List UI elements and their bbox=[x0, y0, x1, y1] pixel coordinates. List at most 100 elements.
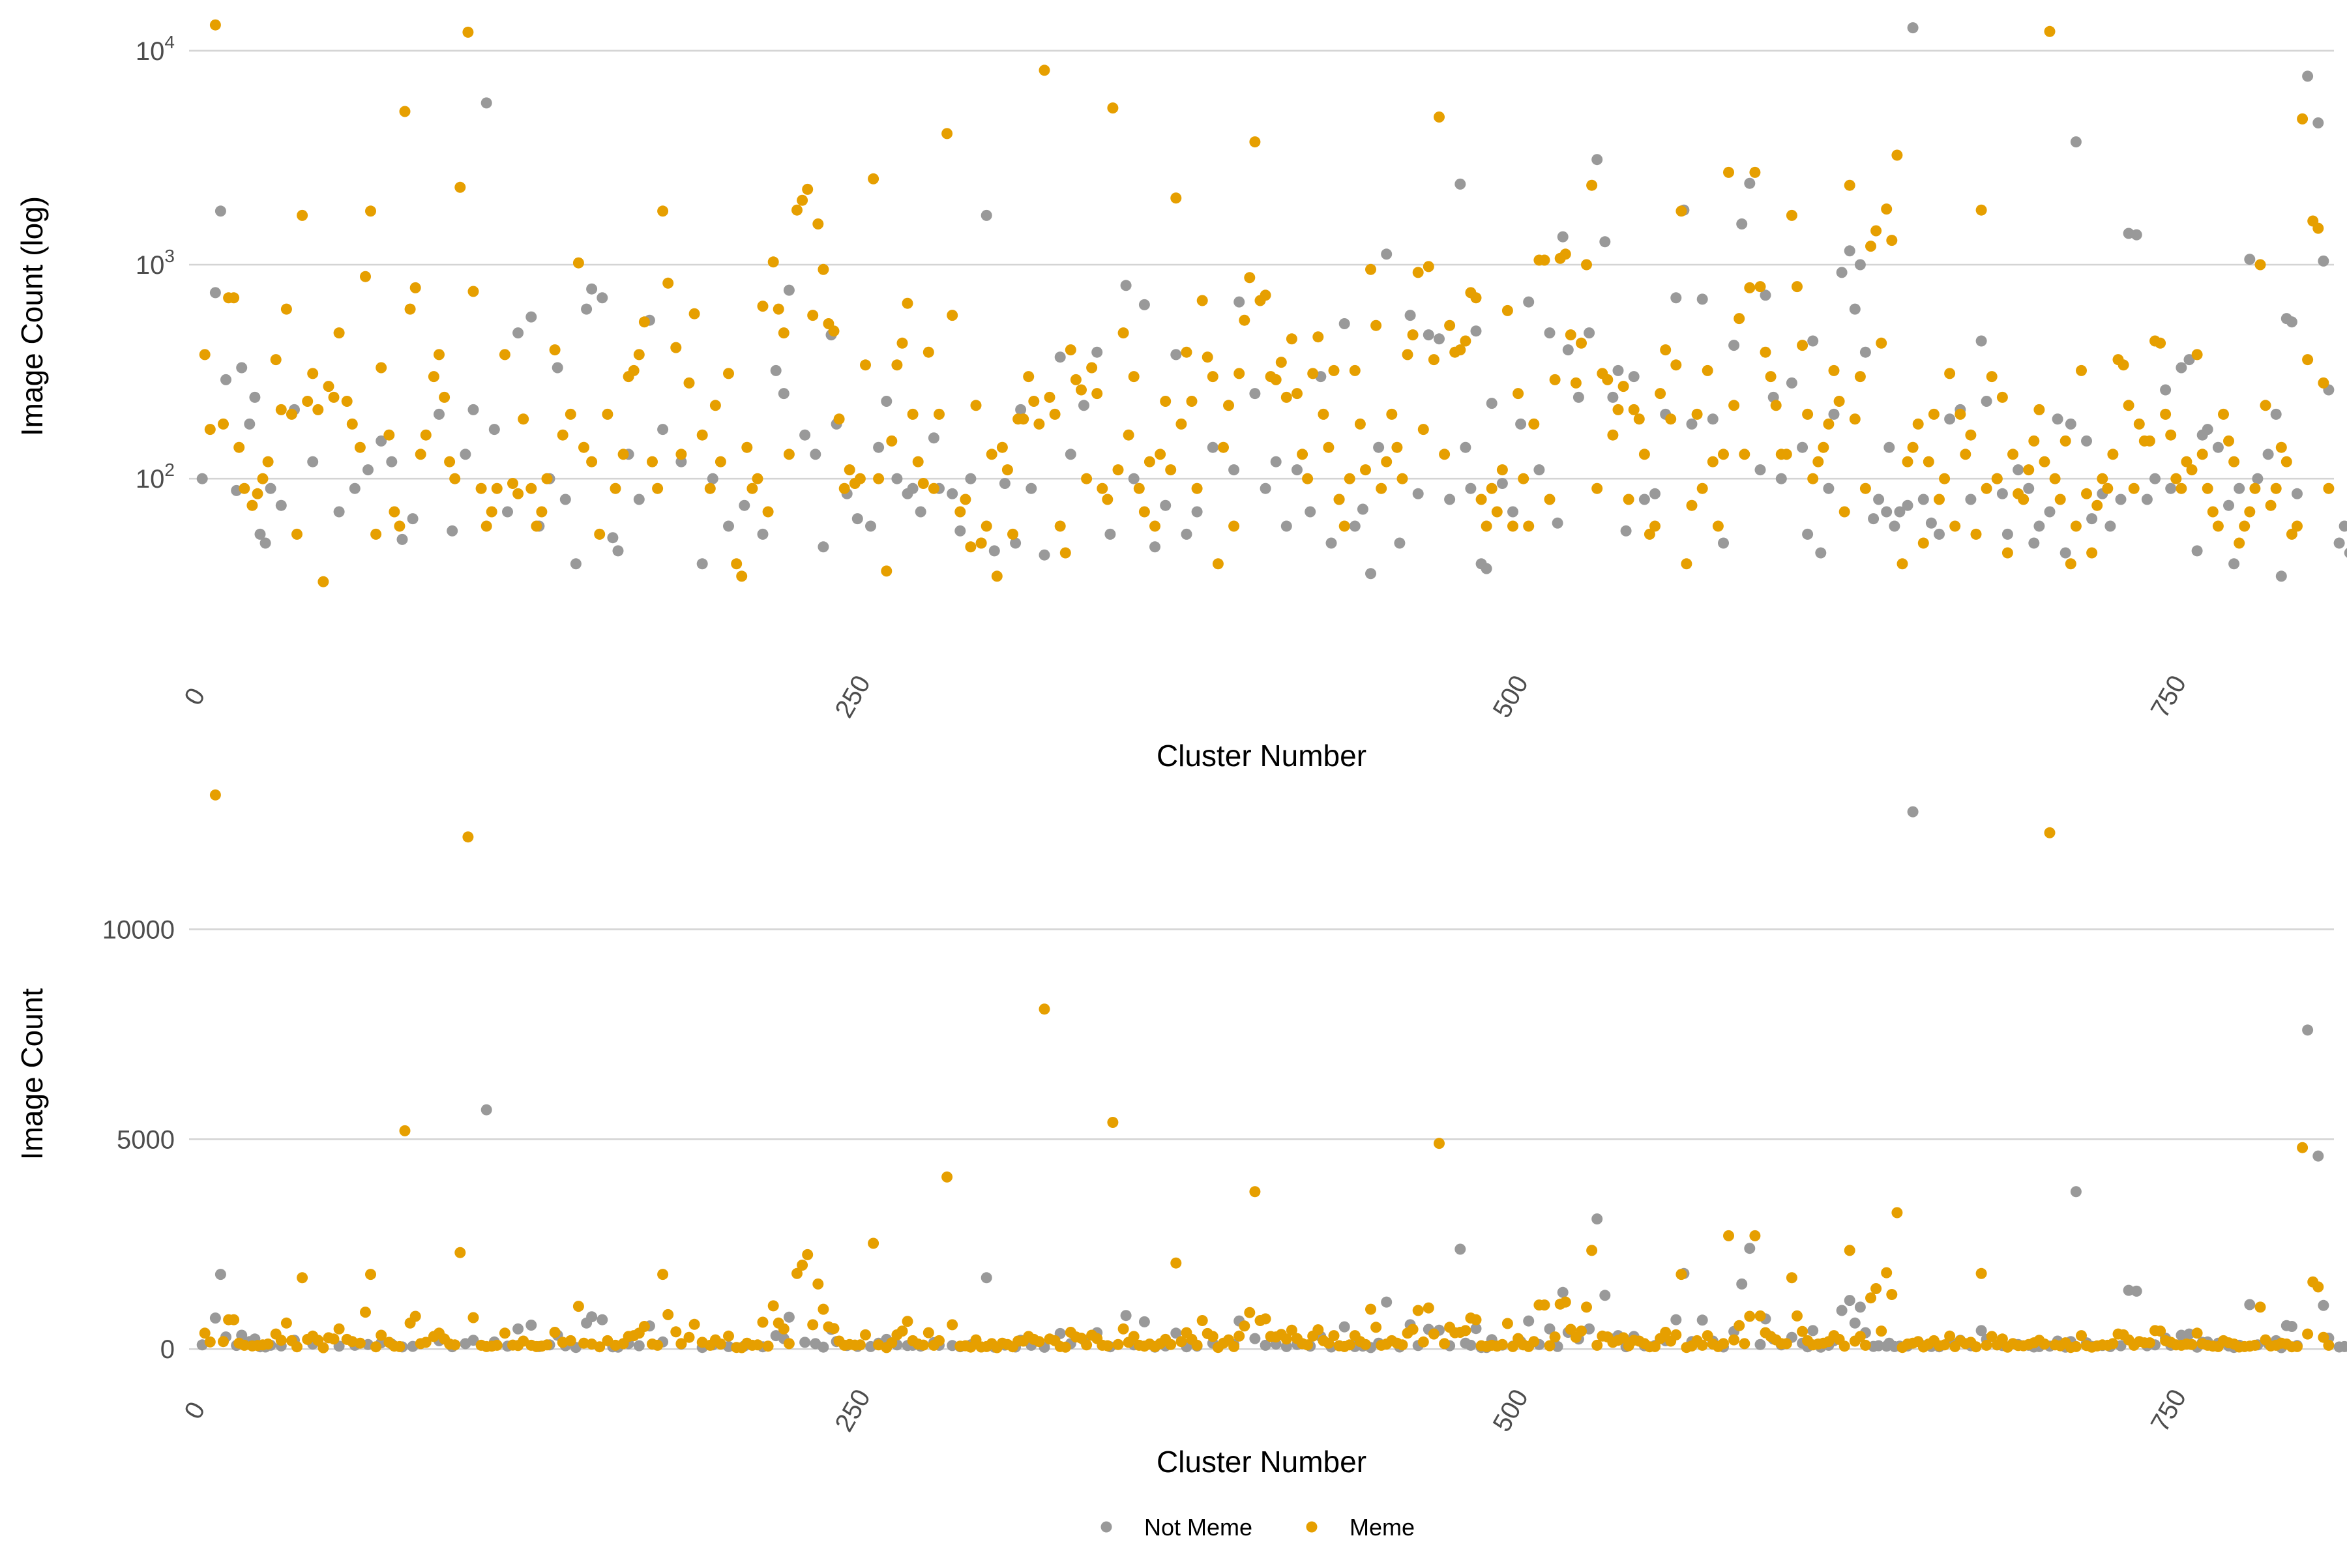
data-point bbox=[1786, 209, 1797, 221]
data-point bbox=[1365, 568, 1376, 580]
data-point bbox=[1749, 166, 1761, 178]
data-point bbox=[1160, 396, 1172, 407]
data-point bbox=[1623, 494, 1634, 505]
data-point bbox=[525, 311, 537, 323]
data-point bbox=[934, 408, 945, 420]
data-point bbox=[1907, 22, 1919, 34]
data-point bbox=[1770, 400, 1782, 411]
data-point bbox=[1572, 391, 1584, 403]
data-point bbox=[1868, 513, 1880, 525]
data-point bbox=[297, 1272, 308, 1284]
data-point bbox=[1465, 1339, 1477, 1351]
data-point bbox=[396, 533, 408, 545]
data-point bbox=[1481, 520, 1492, 532]
data-point bbox=[475, 482, 487, 494]
data-point bbox=[2281, 456, 2292, 467]
legend-key bbox=[1306, 1521, 1318, 1533]
data-point bbox=[1292, 464, 1303, 476]
data-point bbox=[2115, 494, 2127, 505]
data-point bbox=[399, 1125, 411, 1136]
data-point bbox=[1407, 329, 1419, 341]
x-tick-label: 750 bbox=[2146, 671, 2192, 723]
data-point bbox=[280, 1317, 292, 1329]
data-point bbox=[2252, 473, 2264, 484]
data-point bbox=[1373, 441, 1385, 453]
data-point bbox=[1891, 149, 1903, 161]
data-point bbox=[1207, 371, 1218, 383]
data-point bbox=[2054, 494, 2066, 505]
data-point bbox=[1792, 281, 1803, 293]
data-point bbox=[1223, 400, 1234, 411]
data-point bbox=[386, 456, 398, 467]
data-point bbox=[707, 473, 718, 484]
data-point bbox=[434, 408, 445, 420]
data-point bbox=[1591, 154, 1603, 166]
data-point bbox=[1297, 449, 1308, 460]
data-point bbox=[1325, 537, 1337, 549]
data-point bbox=[1481, 563, 1492, 574]
data-point bbox=[209, 287, 221, 299]
data-point bbox=[1191, 1339, 1203, 1351]
data-point bbox=[647, 456, 658, 467]
data-point bbox=[1165, 1339, 1177, 1350]
data-point bbox=[541, 1339, 553, 1351]
data-point bbox=[1381, 248, 1393, 260]
data-point bbox=[541, 473, 553, 484]
data-point bbox=[1270, 374, 1282, 385]
data-point bbox=[454, 1247, 466, 1258]
data-point bbox=[1907, 441, 1919, 453]
data-point bbox=[1649, 520, 1661, 532]
data-point bbox=[996, 441, 1008, 453]
data-point bbox=[851, 513, 863, 525]
data-point bbox=[2107, 1338, 2119, 1350]
data-point bbox=[1515, 418, 1527, 430]
data-point bbox=[1501, 1318, 1513, 1329]
data-point bbox=[1181, 528, 1192, 540]
data-point bbox=[1039, 1003, 1050, 1015]
data-point bbox=[480, 1104, 492, 1116]
data-point bbox=[2228, 558, 2240, 570]
data-point bbox=[2244, 1299, 2256, 1310]
data-point bbox=[239, 482, 250, 494]
data-point bbox=[1486, 398, 1498, 409]
data-point bbox=[1191, 482, 1203, 494]
data-point bbox=[218, 418, 229, 430]
data-point bbox=[902, 1316, 913, 1327]
data-point bbox=[2202, 424, 2213, 436]
data-point bbox=[1434, 333, 1445, 345]
data-point bbox=[1305, 506, 1316, 518]
data-point bbox=[499, 1327, 510, 1339]
data-point bbox=[602, 408, 613, 420]
data-point bbox=[2312, 1281, 2324, 1293]
data-point bbox=[1465, 482, 1477, 494]
data-point bbox=[2234, 537, 2245, 549]
data-point bbox=[1612, 404, 1624, 415]
data-point bbox=[480, 520, 492, 532]
data-point bbox=[1881, 1267, 1893, 1279]
data-point bbox=[670, 342, 682, 353]
data-point bbox=[860, 359, 871, 371]
data-point bbox=[1078, 400, 1089, 411]
data-point bbox=[491, 1339, 503, 1351]
data-point bbox=[2070, 1186, 2082, 1198]
data-point bbox=[1076, 384, 1087, 396]
data-point bbox=[1475, 494, 1487, 505]
data-point bbox=[1996, 488, 2008, 499]
data-point bbox=[360, 271, 371, 282]
data-point bbox=[1097, 482, 1108, 494]
data-point bbox=[1628, 404, 1640, 415]
data-point bbox=[1552, 517, 1563, 529]
data-point bbox=[2107, 449, 2119, 460]
data-point bbox=[1044, 391, 1055, 403]
data-point bbox=[638, 1321, 650, 1332]
data-point bbox=[1376, 482, 1387, 494]
data-point bbox=[896, 337, 908, 349]
data-point bbox=[2323, 482, 2335, 494]
data-point bbox=[854, 1339, 866, 1351]
data-point bbox=[1823, 482, 1835, 494]
data-point bbox=[317, 1342, 329, 1354]
data-point bbox=[844, 464, 855, 476]
data-point bbox=[923, 346, 934, 358]
data-point bbox=[2065, 418, 2076, 430]
